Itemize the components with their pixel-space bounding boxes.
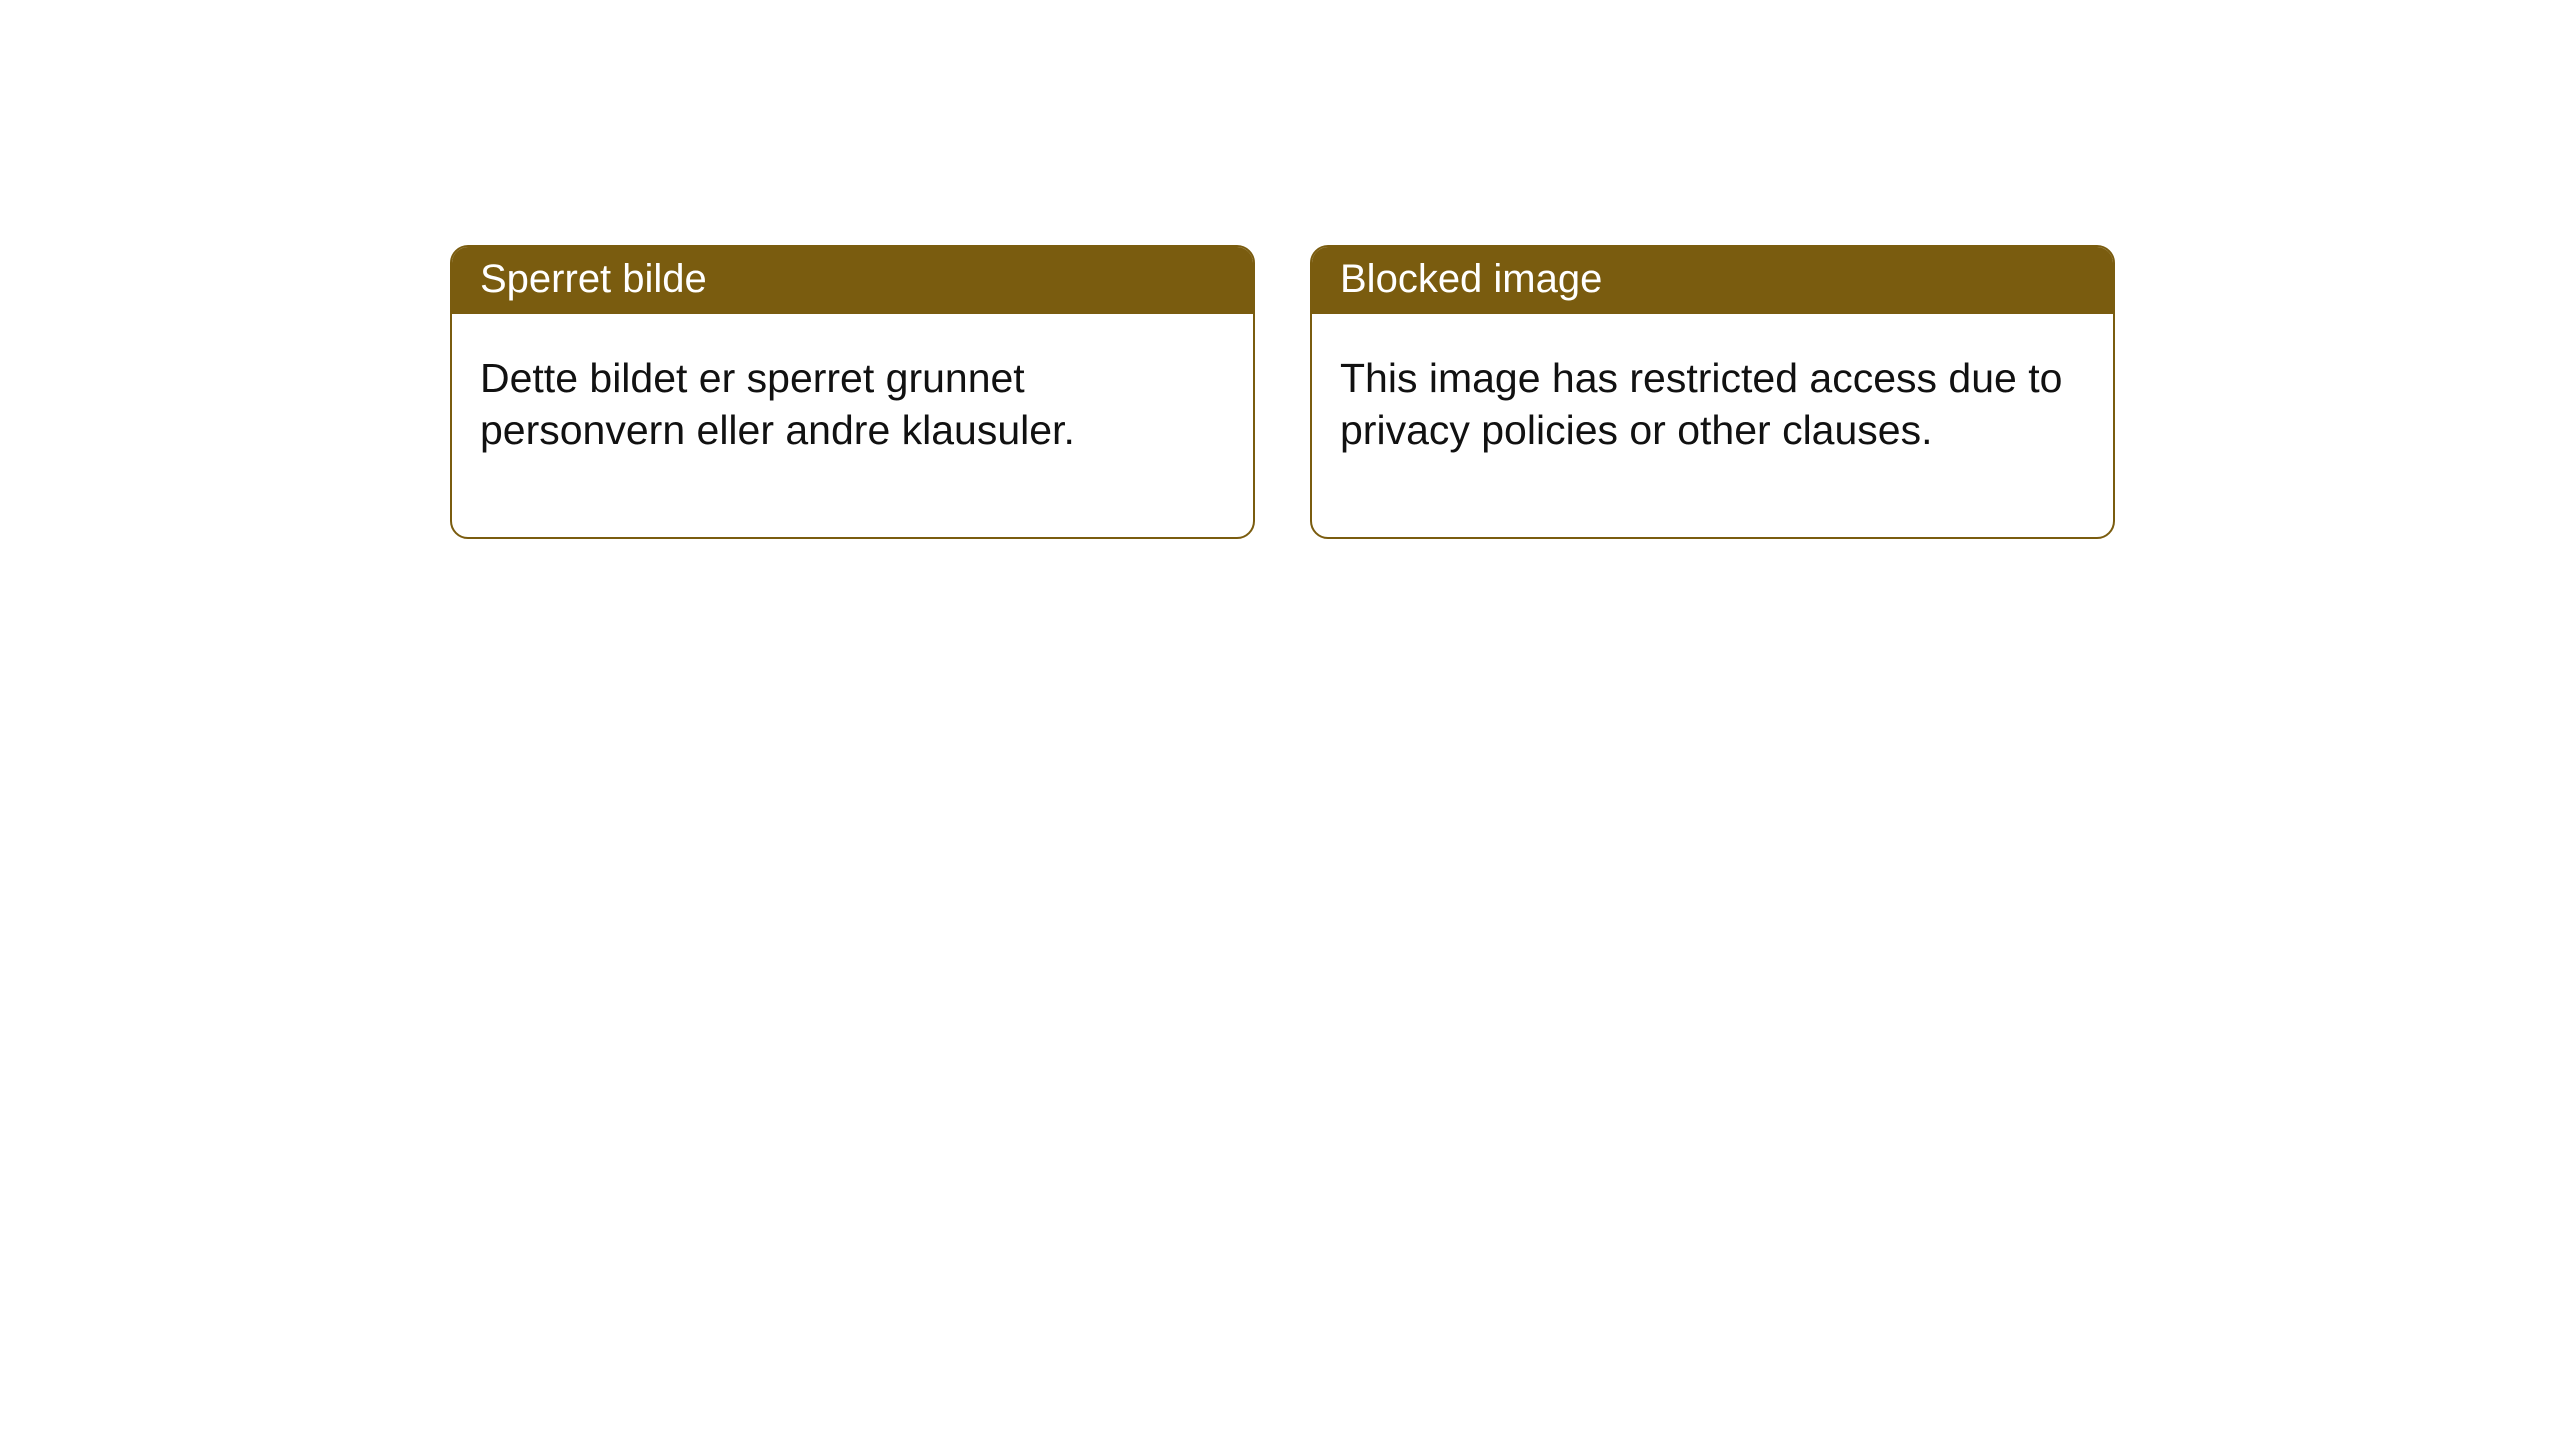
panel-header-english: Blocked image	[1312, 247, 2113, 314]
panel-english: Blocked image This image has restricted …	[1310, 245, 2115, 539]
panel-message-norwegian: Dette bildet er sperret grunnet personve…	[480, 355, 1075, 453]
panel-body-norwegian: Dette bildet er sperret grunnet personve…	[452, 314, 1253, 537]
panel-message-english: This image has restricted access due to …	[1340, 355, 2062, 453]
panel-norwegian: Sperret bilde Dette bildet er sperret gr…	[450, 245, 1255, 539]
panel-title-norwegian: Sperret bilde	[480, 257, 707, 301]
panel-header-norwegian: Sperret bilde	[452, 247, 1253, 314]
blocked-image-notice-container: Sperret bilde Dette bildet er sperret gr…	[450, 245, 2115, 539]
panel-body-english: This image has restricted access due to …	[1312, 314, 2113, 537]
panel-title-english: Blocked image	[1340, 257, 1602, 301]
